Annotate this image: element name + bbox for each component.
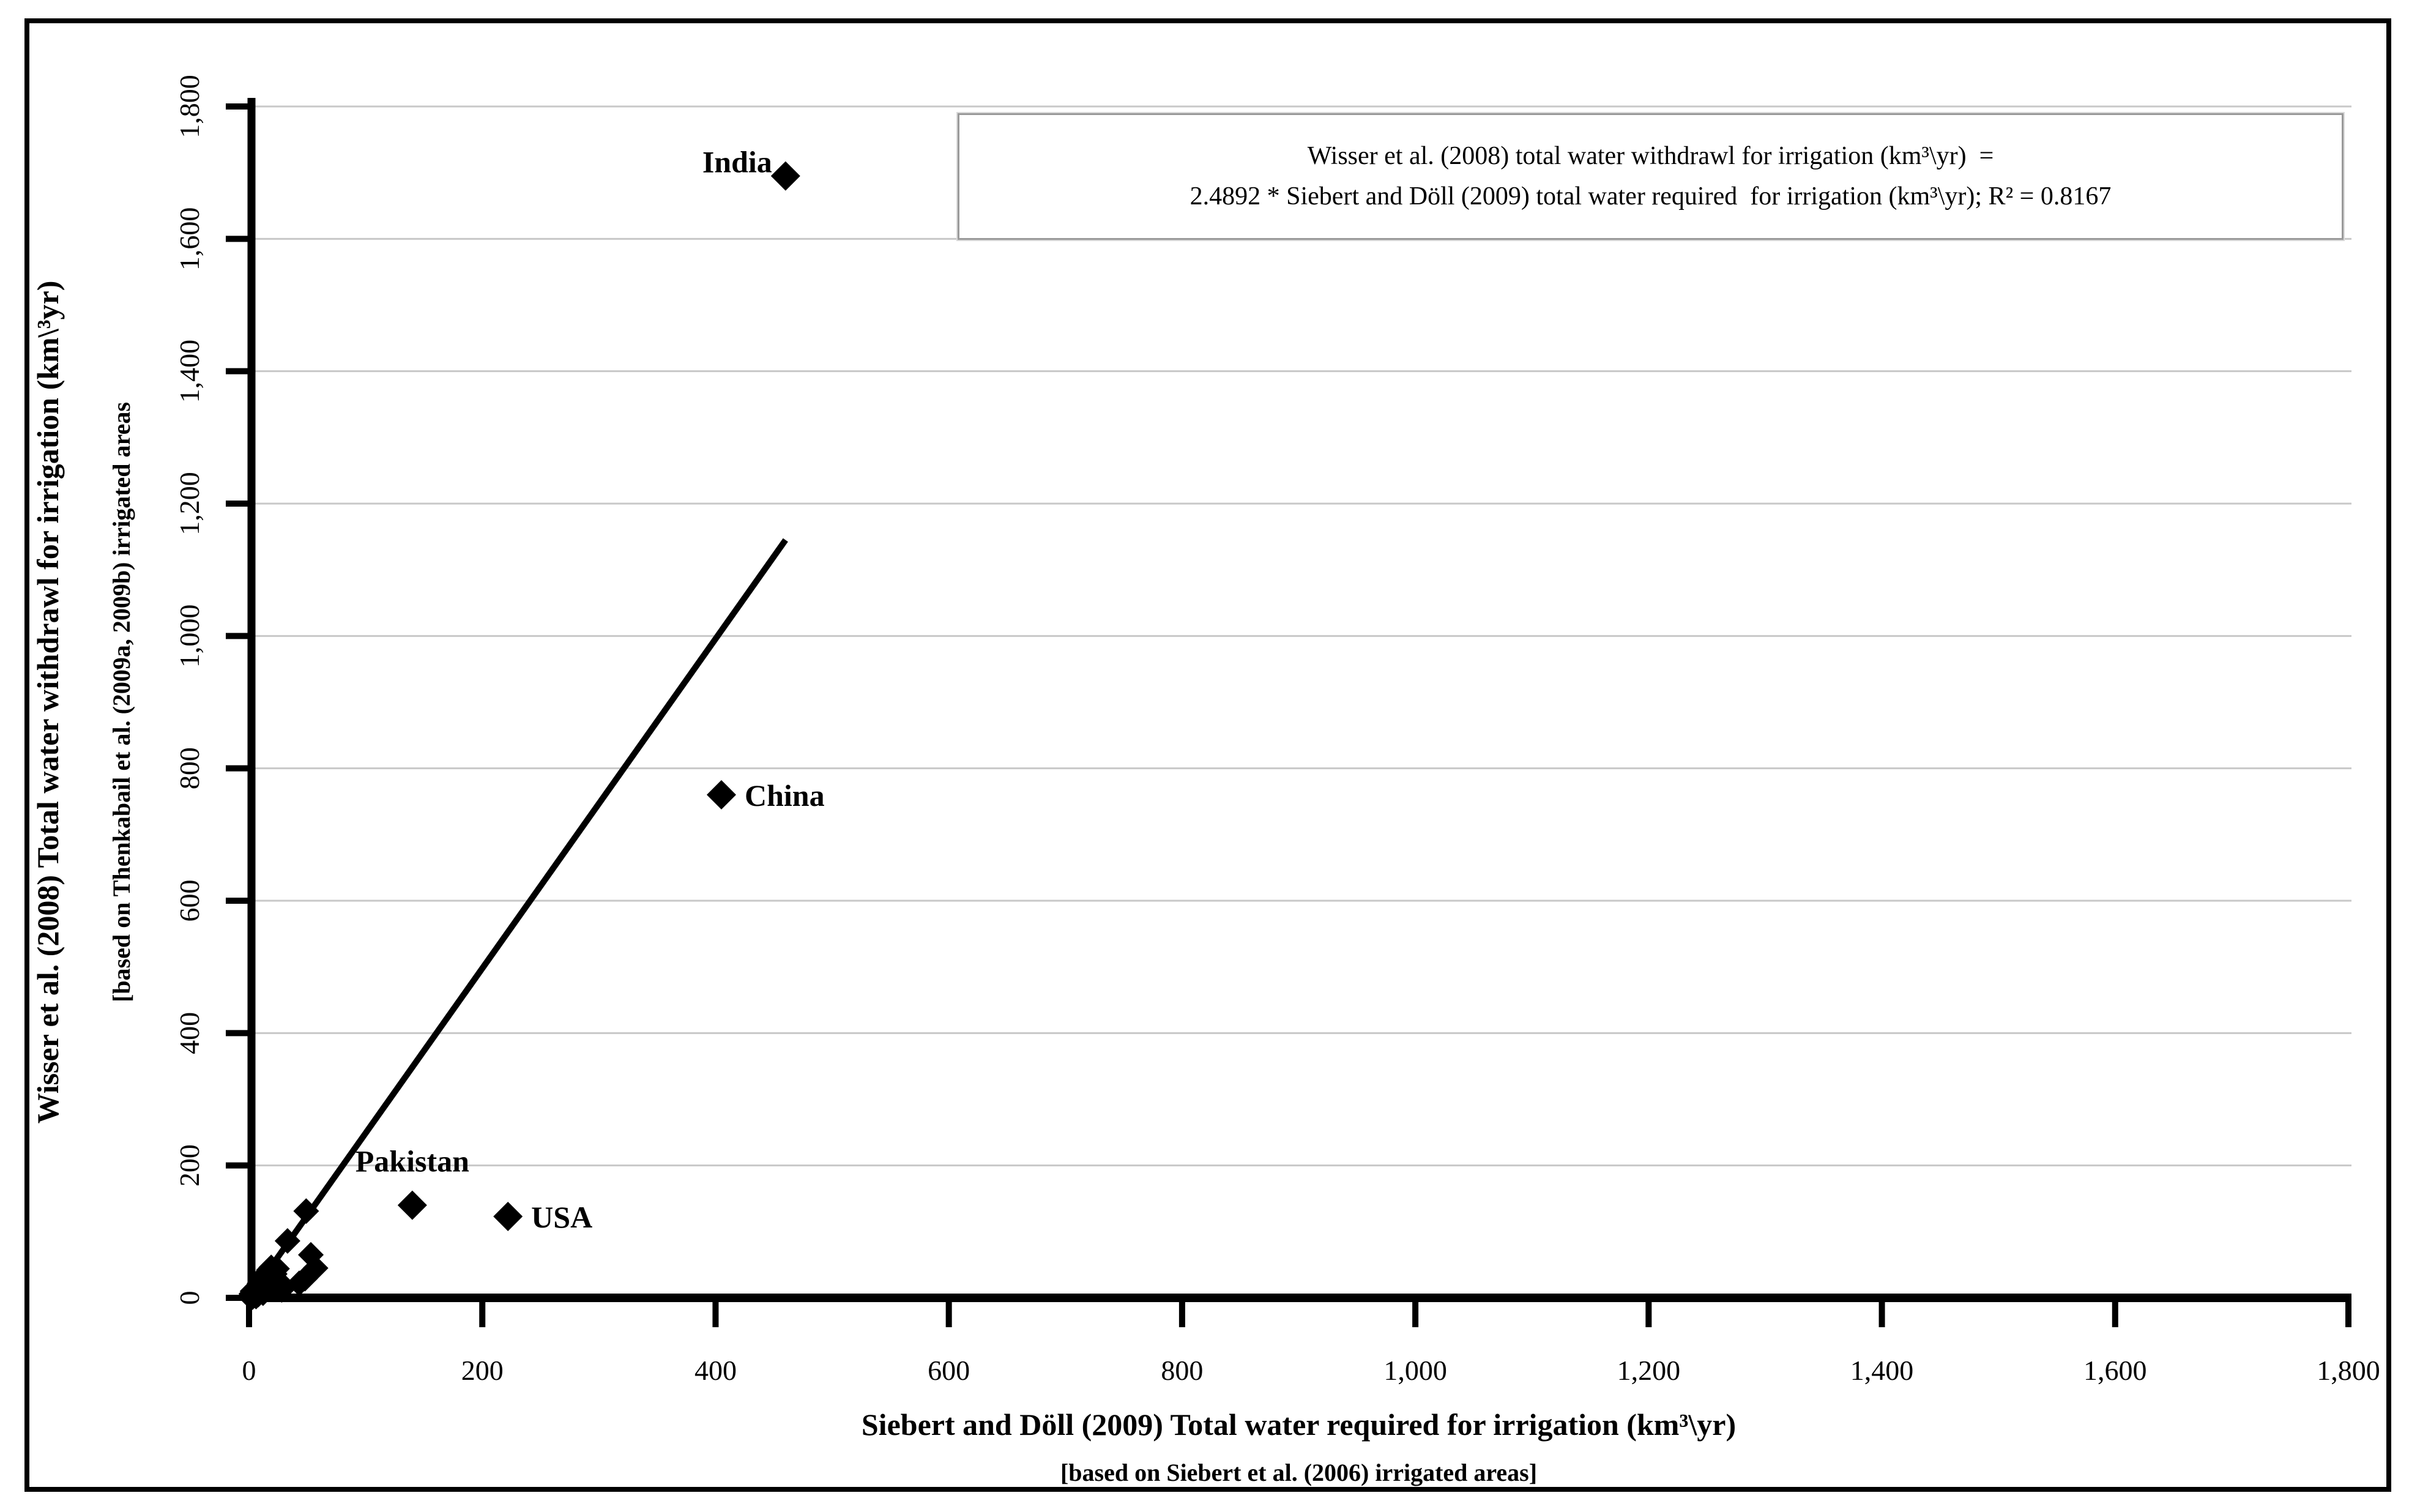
- y-tick-label-1400: 1,400: [174, 340, 205, 403]
- point-label-usa: USA: [531, 1200, 592, 1234]
- x-tick-label-200: 200: [461, 1355, 504, 1386]
- figure-border: [24, 18, 2391, 1492]
- data-point-china: [706, 780, 736, 810]
- x-axis-title: Siebert and Döll (2009) Total water requ…: [862, 1407, 1736, 1442]
- point-label-pakistan: Pakistan: [356, 1144, 469, 1179]
- y-axis-title: Wisser et al. (2008) Total water withdra…: [31, 281, 65, 1124]
- y-tick-label-400: 400: [174, 1012, 205, 1054]
- y-tick-label-200: 200: [174, 1144, 205, 1186]
- x-tick-label-600: 600: [928, 1355, 970, 1386]
- x-tick-label-800: 800: [1161, 1355, 1203, 1386]
- x-tick-label-400: 400: [694, 1355, 737, 1386]
- y-tick-label-1600: 1,600: [174, 207, 205, 271]
- equation-line-2: 2.4892 * Siebert and Döll (2009) total w…: [1190, 182, 2112, 210]
- data-point-usa: [493, 1201, 523, 1231]
- y-tick-label-800: 800: [174, 747, 205, 789]
- y-tick-label-600: 600: [174, 880, 205, 922]
- y-tick-label-0: 0: [174, 1291, 205, 1305]
- x-axis-subtitle: [based on Siebert et al. (2006) irrigate…: [1060, 1459, 1537, 1486]
- x-tick-label-1800: 1,800: [2317, 1355, 2380, 1386]
- x-tick-label-0: 0: [242, 1355, 256, 1386]
- y-axis-subtitle: [based on Thenkabail et al. (2009a, 2009…: [108, 402, 135, 1002]
- data-point-india: [770, 161, 800, 191]
- data-point-cluster-31: [293, 1198, 319, 1224]
- data-point-pakistan: [397, 1190, 427, 1220]
- x-tick-label-1200: 1,200: [1617, 1355, 1681, 1386]
- x-tick-label-1600: 1,600: [2083, 1355, 2147, 1386]
- y-tick-label-1200: 1,200: [174, 472, 205, 535]
- regression-equation-box: Wisser et al. (2008) total water withdra…: [958, 113, 2344, 240]
- data-point-cluster-26: [274, 1227, 300, 1254]
- y-tick-label-1000: 1,000: [174, 605, 205, 668]
- point-label-china: China: [745, 778, 825, 813]
- equation-line-1: Wisser et al. (2008) total water withdra…: [1307, 142, 1994, 171]
- x-tick-label-1000: 1,000: [1383, 1355, 1447, 1386]
- point-label-india: India: [702, 145, 772, 179]
- data-point-cluster-30: [302, 1255, 329, 1281]
- trendline: [246, 538, 788, 1300]
- x-tick-label-1400: 1,400: [1850, 1355, 1914, 1386]
- y-tick-label-1800: 1,800: [174, 75, 205, 138]
